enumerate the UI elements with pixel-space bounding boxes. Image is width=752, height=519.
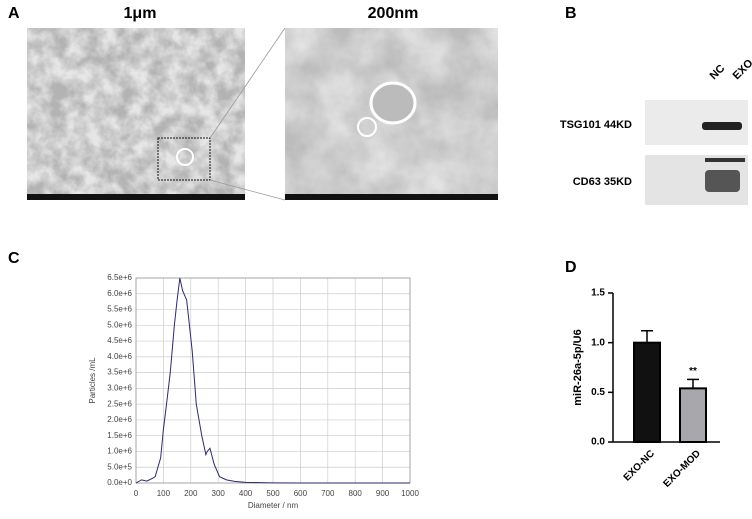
- x-tick-label: 600: [294, 489, 308, 498]
- micrograph: [27, 28, 245, 200]
- bar: [633, 341, 661, 443]
- y-tick-label: 2.5e+6: [107, 399, 132, 408]
- micrograph: [285, 28, 498, 200]
- y-tick-label: 4.0e+6: [107, 352, 132, 361]
- y-tick-label: 5.0e+5: [107, 462, 132, 471]
- x-tick-label: 800: [349, 489, 363, 498]
- band-label: CD63 35KD: [573, 176, 632, 188]
- x-tick-label: 200: [184, 489, 198, 498]
- y-tick-label: 0.5: [591, 387, 605, 398]
- x-tick-label: EXO-NC: [622, 448, 657, 483]
- y-axis-label: Particles /mL: [88, 357, 97, 404]
- scale-title: 200nm: [368, 5, 419, 22]
- y-tick-label: 3.0e+6: [107, 383, 132, 392]
- panel-label: C: [8, 250, 20, 267]
- y-tick-label: 1.5: [591, 288, 605, 299]
- blot: [645, 100, 748, 205]
- y-tick-label: 6.5e+6: [107, 273, 132, 282]
- x-tick-label: 700: [321, 489, 335, 498]
- scale-title: 1μm: [124, 5, 157, 22]
- bar: [679, 387, 707, 443]
- panel-label: B: [565, 5, 577, 22]
- y-tick-label: 6.0e+6: [107, 289, 132, 298]
- lane-label: EXO: [731, 57, 752, 82]
- y-tick-label: 1.0: [591, 337, 605, 348]
- y-tick-label: 5.0e+6: [107, 320, 132, 329]
- y-tick-label: 0.0e+0: [107, 478, 132, 487]
- x-tick-label: 400: [239, 489, 253, 498]
- y-tick-label: 5.5e+6: [107, 305, 132, 314]
- y-tick-label: 0.0: [591, 437, 605, 448]
- significance: **: [689, 366, 697, 377]
- zoom-line: [209, 27, 286, 139]
- y-tick-label: 1.0e+6: [107, 447, 132, 456]
- y-tick-label: 2.0e+6: [107, 415, 132, 424]
- y-tick-label: 3.5e+6: [107, 368, 132, 377]
- zoom-line: [209, 179, 286, 201]
- x-axis-label: Diameter / nm: [248, 501, 299, 510]
- y-tick-label: 1.5e+6: [107, 431, 132, 440]
- panel-label: A: [8, 5, 20, 22]
- x-tick-label: 100: [157, 489, 171, 498]
- x-tick-label: 1000: [401, 489, 419, 498]
- data-line: [135, 277, 410, 484]
- lane-label: NC: [708, 62, 728, 82]
- x-tick-label: 500: [266, 489, 280, 498]
- x-tick-label: 0: [134, 489, 139, 498]
- x-tick-label: EXO-MOD: [661, 448, 703, 490]
- panel-label: D: [565, 259, 577, 276]
- y-tick-label: 4.5e+6: [107, 336, 132, 345]
- x-tick-label: 900: [376, 489, 390, 498]
- band-label: TSG101 44KD: [560, 119, 632, 131]
- y-axis-label: miR-26a-5p/U6: [572, 329, 584, 405]
- x-tick-label: 300: [212, 489, 226, 498]
